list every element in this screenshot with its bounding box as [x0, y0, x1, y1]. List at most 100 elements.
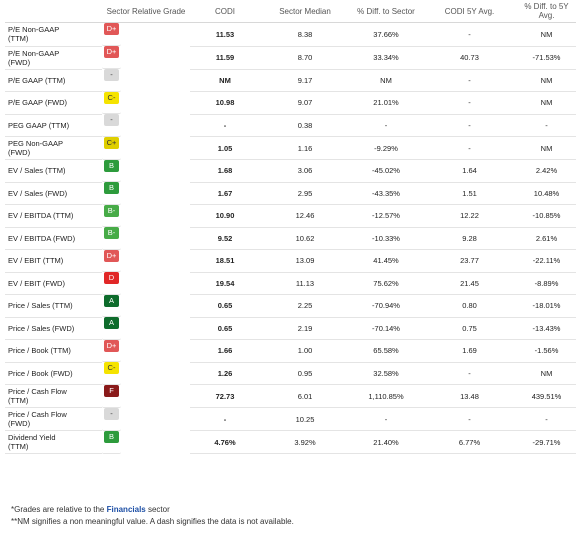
diff-sector-value: 21.40% — [350, 430, 422, 454]
grade-cell: D+ — [102, 46, 121, 69]
codi-5y-avg-value: 23.77 — [422, 249, 517, 273]
grade-badge: D+ — [104, 46, 119, 58]
sector-link[interactable]: Financials — [106, 505, 146, 514]
col-header-diff-5y[interactable]: % Diff. to 5Y Avg. — [517, 0, 576, 23]
table-row: PEG Non-GAAP (FWD) C+ 1.05 1.16 -9.29% - NM — [5, 136, 576, 160]
metric-label: P/E GAAP (TTM) — [5, 69, 102, 92]
sector-median-value: 12.46 — [260, 204, 350, 228]
diff-sector-value: 1,110.85% — [350, 384, 422, 408]
diff-sector-value: 32.58% — [350, 362, 422, 385]
sector-median-value: 2.19 — [260, 317, 350, 340]
metric-label: PEG GAAP (TTM) — [5, 114, 102, 137]
diff-5y-value: -10.85% — [517, 204, 576, 228]
sector-median-value: 3.92% — [260, 430, 350, 454]
metric-label: Price / Cash Flow (FWD) — [5, 407, 102, 431]
diff-sector-value: -9.29% — [350, 136, 422, 160]
codi-value: 72.73 — [190, 384, 260, 408]
metric-label: EV / Sales (TTM) — [5, 159, 102, 183]
diff-5y-value: -71.53% — [517, 46, 576, 70]
grade-badge: B- — [104, 204, 119, 217]
codi-value: 11.53 — [190, 22, 260, 47]
valuation-table: Sector Relative Grade CODI Sector Median… — [5, 0, 576, 454]
codi-5y-avg-value: - — [422, 91, 517, 115]
codi-value: 18.51 — [190, 249, 260, 273]
sector-median-value: 9.17 — [260, 69, 350, 92]
codi-value: 4.76% — [190, 430, 260, 454]
codi-5y-avg-value: - — [422, 362, 517, 385]
codi-value: 0.65 — [190, 317, 260, 340]
table-row: P/E Non-GAAP (TTM) D+ 11.53 8.38 37.66% - NM — [5, 22, 576, 47]
grade-cell: B — [102, 182, 121, 205]
codi-value: 1.68 — [190, 159, 260, 183]
diff-5y-value: NM — [517, 91, 576, 115]
sector-median-value: 13.09 — [260, 249, 350, 273]
col-header-5y-avg[interactable]: CODI 5Y Avg. — [422, 0, 517, 23]
table-row: EV / Sales (FWD) B 1.67 2.95 -43.35% 1.51 10.4… — [5, 182, 576, 205]
codi-value: 9.52 — [190, 227, 260, 250]
codi-value: 1.26 — [190, 362, 260, 385]
metric-label: Price / Sales (FWD) — [5, 317, 102, 340]
sector-median-value: 10.62 — [260, 227, 350, 250]
metric-label: Price / Book (TTM) — [5, 339, 102, 363]
footnotes: *Grades are relative to the Financials s… — [11, 504, 294, 528]
diff-sector-value: -12.57% — [350, 204, 422, 228]
sector-median-value: 11.13 — [260, 272, 350, 295]
table-row: EV / EBIT (TTM) D+ 18.51 13.09 41.45% 23.77 -2… — [5, 249, 576, 273]
col-header-metric — [5, 0, 102, 23]
grade-cell: - — [102, 407, 121, 431]
sector-median-value: 8.38 — [260, 22, 350, 47]
grade-badge: A — [104, 317, 119, 329]
sector-median-value: 6.01 — [260, 384, 350, 408]
table-header-row: Sector Relative Grade CODI Sector Median… — [5, 0, 576, 23]
col-header-codi[interactable]: CODI — [190, 0, 260, 23]
metric-label: EV / EBIT (TTM) — [5, 249, 102, 273]
grade-badge: - — [104, 114, 119, 126]
col-header-grade[interactable]: Sector Relative Grade — [102, 0, 190, 23]
metric-label: Price / Book (FWD) — [5, 362, 102, 385]
codi-value: 1.66 — [190, 339, 260, 363]
grade-cell: D+ — [102, 249, 121, 272]
grade-cell: A — [102, 317, 121, 340]
diff-5y-value: NM — [517, 22, 576, 47]
diff-5y-value: 10.48% — [517, 182, 576, 205]
grade-cell: C+ — [102, 136, 121, 160]
codi-5y-avg-value: 6.77% — [422, 430, 517, 454]
col-header-diff-sector[interactable]: % Diff. to Sector — [350, 0, 422, 23]
col-header-sector-median[interactable]: Sector Median — [260, 0, 350, 23]
sector-median-value: 2.95 — [260, 182, 350, 205]
metric-label: PEG Non-GAAP (FWD) — [5, 136, 102, 160]
metric-label: EV / Sales (FWD) — [5, 182, 102, 205]
codi-5y-avg-value: 1.51 — [422, 182, 517, 205]
table-row: EV / EBITDA (FWD) B- 9.52 10.62 -10.33% 9.28 2… — [5, 227, 576, 250]
grade-cell: B- — [102, 227, 121, 250]
metric-label: P/E Non-GAAP (FWD) — [5, 46, 102, 70]
table-row: Price / Book (TTM) D+ 1.66 1.00 65.58% 1.69 -1… — [5, 339, 576, 363]
table-row: EV / EBITDA (TTM) B- 10.90 12.46 -12.57% 12.2… — [5, 204, 576, 228]
diff-sector-value: -43.35% — [350, 182, 422, 205]
diff-sector-value: 75.62% — [350, 272, 422, 295]
metric-label: Price / Sales (TTM) — [5, 294, 102, 318]
sector-median-value: 2.25 — [260, 294, 350, 318]
codi-5y-avg-value: - — [422, 22, 517, 47]
grade-cell: C- — [102, 91, 121, 114]
diff-sector-value: -70.94% — [350, 294, 422, 318]
grade-badge: B — [104, 159, 119, 172]
grade-badge: F — [104, 384, 119, 397]
grade-cell: C- — [102, 362, 121, 385]
grade-cell: D+ — [102, 23, 121, 46]
grade-cell: - — [102, 69, 121, 92]
grade-cell: - — [102, 114, 121, 137]
grade-badge: A — [104, 294, 119, 307]
codi-value: NM — [190, 69, 260, 92]
sector-median-value: 1.00 — [260, 339, 350, 363]
grade-cell: A — [102, 294, 121, 317]
diff-5y-value: -29.71% — [517, 430, 576, 454]
diff-sector-value: -70.14% — [350, 317, 422, 340]
table-row: P/E GAAP (FWD) C- 10.98 9.07 21.01% - NM — [5, 91, 576, 115]
grade-badge: B — [104, 182, 119, 194]
codi-5y-avg-value: 1.64 — [422, 159, 517, 183]
footnote-grades-suffix: sector — [145, 505, 170, 514]
codi-5y-avg-value: - — [422, 136, 517, 160]
codi-5y-avg-value: 40.73 — [422, 46, 517, 70]
codi-value: 1.67 — [190, 182, 260, 205]
